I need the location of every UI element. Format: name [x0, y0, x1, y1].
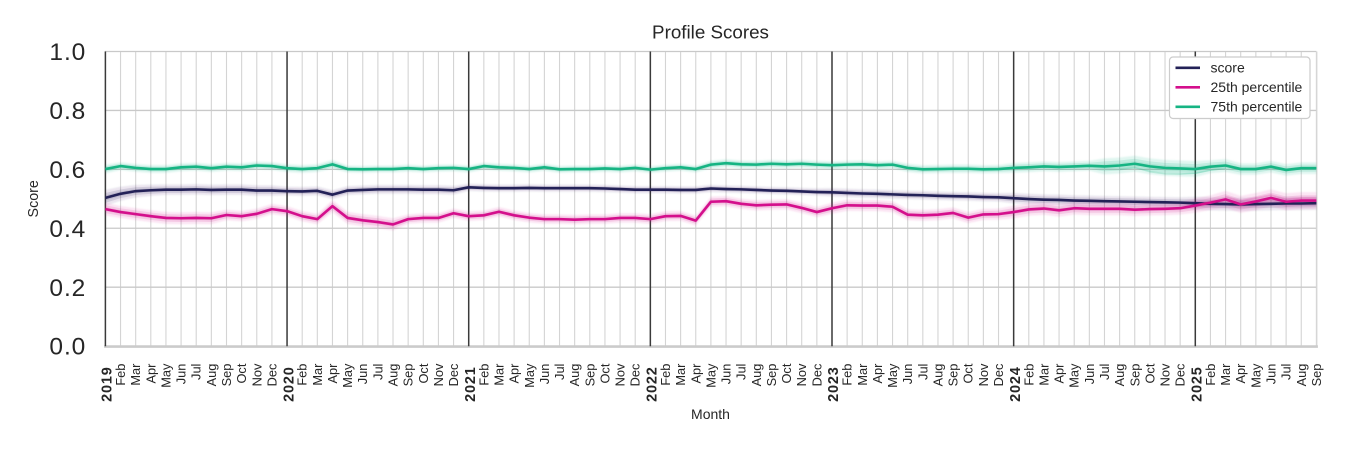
svg-text:Sep: Sep [1127, 364, 1142, 387]
svg-text:2022: 2022 [645, 366, 661, 401]
svg-text:Feb: Feb [476, 364, 491, 386]
svg-text:Aug: Aug [930, 364, 945, 387]
svg-text:Jul: Jul [734, 364, 749, 380]
svg-text:Apr: Apr [143, 363, 158, 384]
svg-text:Aug: Aug [386, 364, 401, 387]
svg-text:Oct: Oct [597, 363, 612, 383]
svg-text:Jun: Jun [355, 364, 370, 385]
svg-text:Jul: Jul [370, 364, 385, 380]
svg-text:0.2: 0.2 [49, 275, 86, 302]
svg-text:Dec: Dec [991, 363, 1006, 386]
svg-text:Sep: Sep [401, 364, 416, 387]
svg-text:Mar: Mar [310, 363, 325, 386]
svg-text:Feb: Feb [113, 364, 128, 386]
svg-text:Feb: Feb [295, 364, 310, 386]
svg-text:Jun: Jun [719, 364, 734, 385]
svg-text:Nov: Nov [613, 363, 628, 386]
svg-text:Jun: Jun [1263, 364, 1278, 385]
svg-text:Month: Month [691, 406, 730, 422]
svg-text:Mar: Mar [1218, 363, 1233, 386]
svg-text:Jul: Jul [1279, 364, 1294, 380]
svg-text:Mar: Mar [128, 363, 143, 386]
svg-text:Feb: Feb [1021, 364, 1036, 386]
svg-text:May: May [703, 363, 718, 388]
svg-text:1.0: 1.0 [49, 39, 86, 66]
svg-text:0.8: 0.8 [49, 98, 86, 125]
svg-text:Sep: Sep [946, 364, 961, 387]
svg-text:Aug: Aug [749, 364, 764, 387]
svg-text:0.6: 0.6 [49, 157, 86, 184]
svg-text:Mar: Mar [1036, 363, 1051, 386]
svg-text:score: score [1211, 60, 1245, 76]
svg-text:Jul: Jul [1097, 364, 1112, 380]
svg-text:Jun: Jun [1082, 364, 1097, 385]
svg-text:May: May [158, 363, 173, 388]
svg-text:Dec: Dec [1173, 363, 1188, 386]
svg-text:2025: 2025 [1190, 366, 1206, 401]
svg-text:Dec: Dec [809, 363, 824, 386]
svg-text:2021: 2021 [463, 366, 479, 401]
svg-text:Dec: Dec [628, 363, 643, 386]
svg-text:Nov: Nov [249, 363, 264, 386]
svg-text:Aug: Aug [204, 364, 219, 387]
svg-text:May: May [885, 363, 900, 388]
svg-text:25th percentile: 25th percentile [1211, 79, 1303, 95]
svg-text:Oct: Oct [961, 363, 976, 383]
svg-text:Apr: Apr [870, 363, 885, 384]
svg-text:Apr: Apr [325, 363, 340, 384]
svg-text:0.4: 0.4 [49, 216, 86, 243]
svg-text:May: May [522, 363, 537, 388]
svg-text:Jun: Jun [900, 364, 915, 385]
svg-text:Apr: Apr [1233, 363, 1248, 384]
svg-text:Aug: Aug [567, 364, 582, 387]
svg-text:Apr: Apr [507, 363, 522, 384]
svg-text:2019: 2019 [100, 366, 116, 401]
svg-text:Mar: Mar [673, 363, 688, 386]
svg-text:Jun: Jun [174, 364, 189, 385]
svg-text:Dec: Dec [264, 363, 279, 386]
svg-text:Aug: Aug [1294, 364, 1309, 387]
svg-text:Score: Score [26, 180, 42, 217]
svg-text:Apr: Apr [1052, 363, 1067, 384]
svg-text:Nov: Nov [431, 363, 446, 386]
svg-text:Nov: Nov [1158, 363, 1173, 386]
svg-text:Feb: Feb [840, 364, 855, 386]
svg-text:May: May [1067, 363, 1082, 388]
svg-text:Profile Scores: Profile Scores [652, 21, 769, 42]
svg-text:Oct: Oct [1142, 363, 1157, 383]
svg-text:Nov: Nov [976, 363, 991, 386]
svg-text:Aug: Aug [1112, 364, 1127, 387]
svg-text:Sep: Sep [219, 364, 234, 387]
svg-text:Jul: Jul [189, 364, 204, 380]
svg-text:Oct: Oct [416, 363, 431, 383]
svg-text:Oct: Oct [234, 363, 249, 383]
svg-text:Mar: Mar [491, 363, 506, 386]
svg-text:Feb: Feb [658, 364, 673, 386]
svg-text:Mar: Mar [855, 363, 870, 386]
svg-text:Oct: Oct [779, 363, 794, 383]
svg-text:Jun: Jun [537, 364, 552, 385]
svg-text:Dec: Dec [446, 363, 461, 386]
svg-text:0.0: 0.0 [49, 334, 86, 361]
svg-text:Nov: Nov [794, 363, 809, 386]
svg-text:Sep: Sep [582, 364, 597, 387]
svg-text:May: May [340, 363, 355, 388]
svg-text:2020: 2020 [281, 366, 297, 401]
svg-text:May: May [1248, 363, 1263, 388]
svg-text:Jul: Jul [915, 364, 930, 380]
svg-text:Apr: Apr [688, 363, 703, 384]
svg-text:Sep: Sep [764, 364, 779, 387]
svg-text:Feb: Feb [1203, 364, 1218, 386]
svg-text:2023: 2023 [826, 366, 842, 401]
svg-text:Sep: Sep [1309, 364, 1324, 387]
svg-text:Jul: Jul [552, 364, 567, 380]
svg-text:75th percentile: 75th percentile [1211, 99, 1303, 115]
svg-text:2024: 2024 [1008, 366, 1024, 401]
